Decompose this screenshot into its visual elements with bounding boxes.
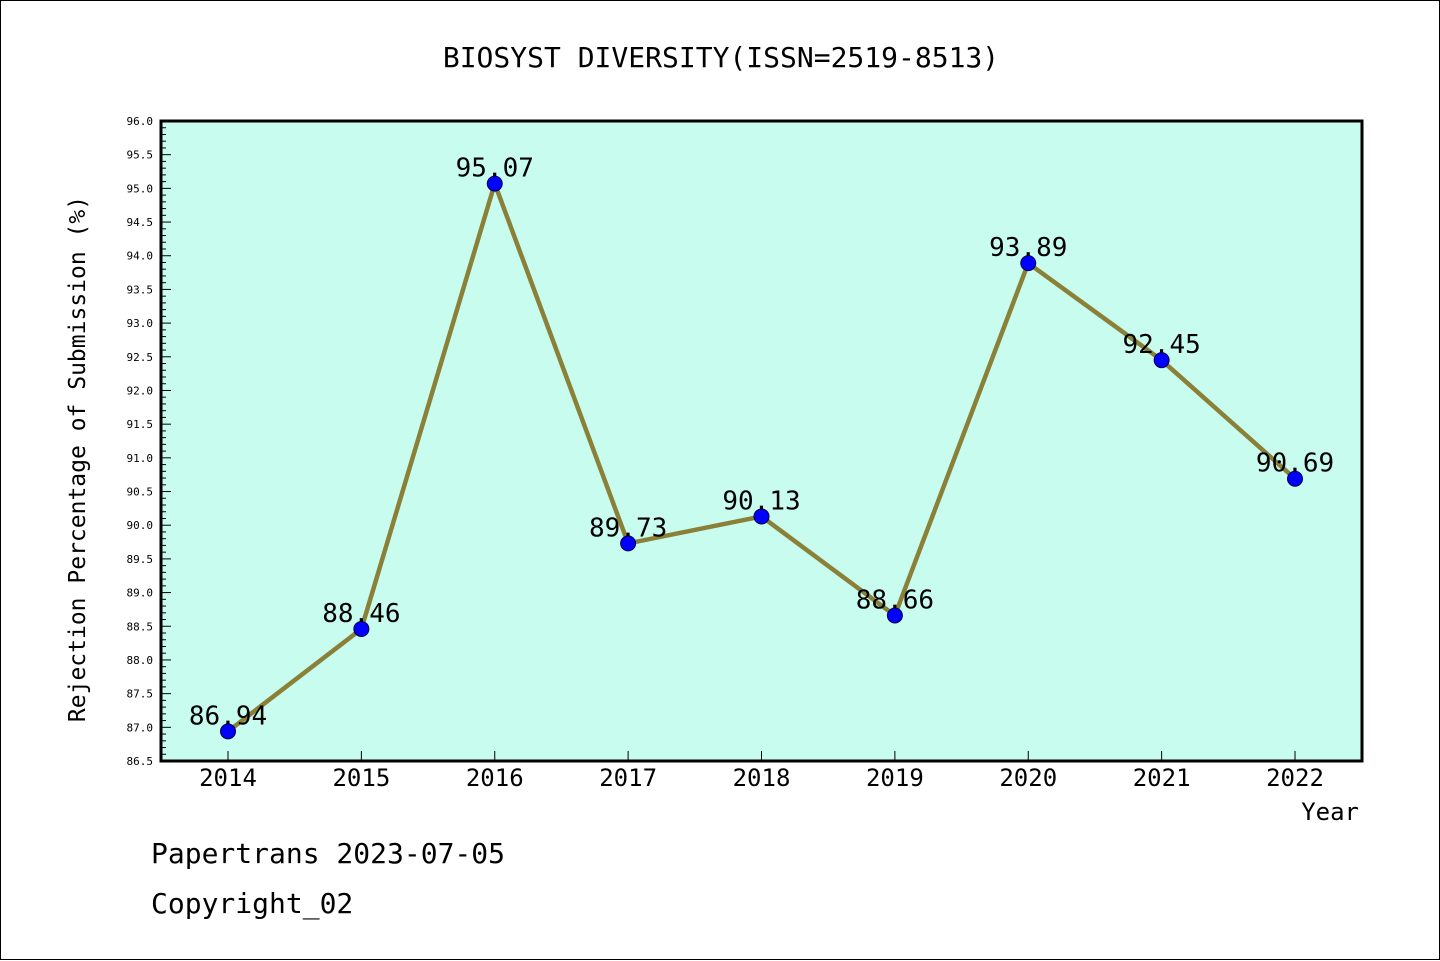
data-label: 90.13 — [722, 486, 800, 516]
data-point — [353, 620, 370, 637]
y-tick-label: 93.0 — [127, 317, 154, 330]
x-tick-label: 2022 — [1266, 764, 1324, 792]
y-tick-label: 89.5 — [127, 553, 154, 566]
data-label: 95.07 — [456, 154, 534, 184]
x-tick-label: 2016 — [466, 764, 524, 792]
y-axis-label: Rejection Percentage of Submission (%) — [65, 196, 91, 722]
data-label: 92.45 — [1122, 330, 1200, 360]
y-tick-label: 88.0 — [127, 654, 154, 667]
data-labels: 86.94 88.46 95.07 89.73 90.13 88.66 93.89 92.45… — [189, 154, 1334, 732]
y-tick-label: 89.0 — [127, 587, 154, 600]
x-tick-label: 2020 — [999, 764, 1057, 792]
data-label: 86.94 — [189, 701, 267, 731]
y-tick-label: 92.5 — [127, 351, 154, 364]
y-tick-label: 94.5 — [127, 216, 154, 229]
x-axis-label: Year — [1301, 798, 1359, 826]
y-tick-label: 92.0 — [127, 384, 154, 397]
data-point — [753, 508, 770, 525]
data-point — [486, 175, 503, 192]
y-axis: 86.5 87.0 87.5 88.0 88.5 89.0 89.5 90.0 90.5 91.0… — [127, 115, 171, 768]
data-label: 93.89 — [989, 233, 1067, 263]
data-label: 89.73 — [589, 513, 667, 543]
x-axis: 2014 2015 2016 2017 2018 2019 2020 2021 2022 — [199, 751, 1324, 792]
data-point — [620, 535, 637, 552]
y-tick-label: 87.0 — [127, 721, 154, 734]
y-tick-label: 86.5 — [127, 755, 154, 768]
x-tick-label: 2021 — [1133, 764, 1191, 792]
data-point — [1287, 470, 1303, 487]
y-tick-label: 91.5 — [127, 418, 154, 431]
y-tick-label: 91.0 — [127, 452, 154, 465]
data-point — [220, 723, 236, 740]
y-tick-label: 87.5 — [127, 688, 154, 701]
x-tick-label: 2015 — [332, 764, 390, 792]
y-tick-label: 95.0 — [127, 182, 154, 195]
data-point — [886, 607, 903, 624]
y-tick-label: 96.0 — [127, 115, 154, 128]
data-label: 90.69 — [1256, 449, 1334, 479]
x-tick-label: 2014 — [199, 764, 257, 792]
y-tick-label: 88.5 — [127, 620, 154, 633]
data-label: 88.66 — [856, 585, 934, 615]
data-point — [1153, 352, 1170, 369]
x-tick-label: 2018 — [733, 764, 791, 792]
y-tick-label: 90.0 — [127, 519, 154, 532]
footer-copyright: Copyright_02 — [151, 887, 354, 920]
footer-date: Papertrans 2023-07-05 — [151, 837, 506, 870]
x-tick-label: 2019 — [866, 764, 924, 792]
y-tick-label: 95.5 — [127, 149, 154, 162]
chart-title: BIOSYST DIVERSITY(ISSN=2519-8513) — [443, 41, 999, 74]
y-tick-label: 90.5 — [127, 486, 154, 499]
data-points — [220, 175, 1303, 740]
y-tick-label: 93.5 — [127, 283, 154, 296]
data-point — [1020, 255, 1037, 272]
y-tick-label: 94.0 — [127, 250, 154, 263]
plot-area — [159, 119, 1364, 763]
data-label: 88.46 — [322, 599, 400, 629]
x-tick-label: 2017 — [599, 764, 657, 792]
